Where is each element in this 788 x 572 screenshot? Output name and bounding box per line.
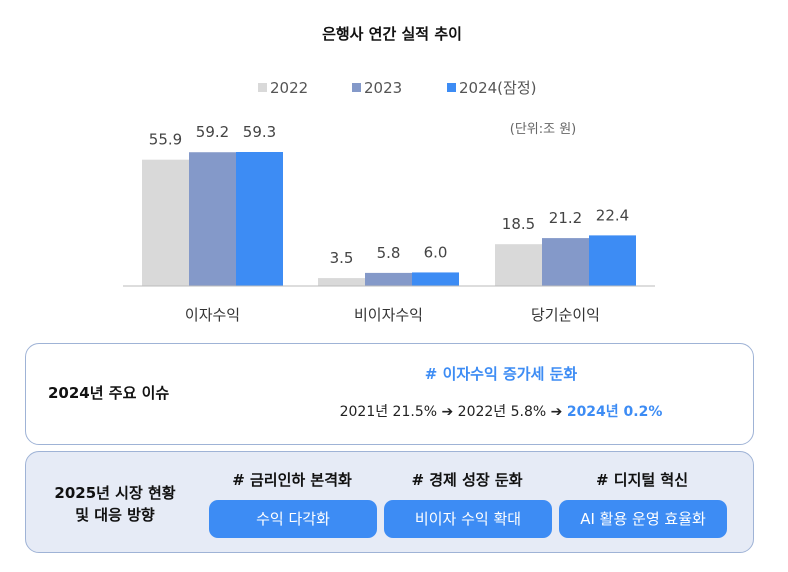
value-label-2023-cat0: 59.2	[196, 123, 229, 141]
legend-label-2024: 2024(잠정)	[459, 79, 536, 97]
direction-button-diversify[interactable]: 수익 다각화	[209, 500, 377, 538]
outlook-panel: 2025년 시장 현황 및 대응 방향 # 금리인하 본격화 수익 다각화 # …	[25, 451, 754, 553]
outlook-heading: 2025년 시장 현황 및 대응 방향	[40, 482, 190, 526]
value-label-2022-cat0: 55.9	[149, 131, 182, 149]
value-label-2024-cat2: 22.4	[596, 206, 629, 224]
legend-swatch-2024	[447, 83, 456, 92]
bar-group: 55.9 3.5 18.5 59.2 5.8 21.2 59.3 6.0 22.4	[142, 123, 636, 286]
legend-swatch-2023	[352, 83, 361, 92]
issue-trend-highlight: 2024년 0.2%	[566, 404, 663, 420]
direction-button-non-interest[interactable]: 비이자 수익 확대	[384, 500, 552, 538]
outlook-heading-line2: 및 대응 방향	[75, 506, 155, 524]
chart-title: 은행사 연간 실적 추이	[322, 25, 462, 43]
bar-2024-cat2	[589, 235, 636, 286]
bar-2023-cat2	[542, 238, 589, 286]
value-label-2024-cat0: 59.3	[243, 123, 276, 141]
bar-2024-cat1	[412, 272, 459, 286]
category-label-1: 비이자수익	[354, 306, 423, 324]
legend-label-2023: 2023	[364, 79, 402, 97]
value-label-2024-cat1: 6.0	[424, 243, 448, 261]
value-label-2022-cat1: 3.5	[330, 249, 354, 267]
bar-chart: 은행사 연간 실적 추이 2022 2023 2024(잠정) (단위:조 원) 5…	[123, 25, 655, 324]
issue-tag: # 이자수익 증가세 둔화	[424, 365, 578, 383]
bar-2023-cat1	[365, 272, 412, 286]
bar-2024-cat0	[236, 152, 283, 286]
chart-legend: 2022 2023 2024(잠정)	[258, 79, 536, 97]
value-label-2023-cat2: 21.2	[549, 209, 582, 227]
value-label-2022-cat2: 18.5	[502, 215, 535, 233]
value-label-2023-cat1: 5.8	[377, 244, 401, 262]
bar-2022-cat1	[318, 278, 365, 286]
outlook-heading-line1: 2025년 시장 현황	[54, 484, 176, 502]
legend-label-2022: 2022	[270, 79, 308, 97]
legend-swatch-2022	[258, 83, 267, 92]
issue-heading: 2024년 주요 이슈	[48, 384, 170, 402]
issue-trend-text: 2021년 21.5% ➔ 2022년 5.8% ➔	[339, 404, 567, 420]
direction-button-ai-efficiency[interactable]: AI 활용 운영 효율화	[559, 500, 727, 538]
direction-tag-digital: # 디지털 혁신	[595, 471, 688, 489]
category-label-0: 이자수익	[185, 306, 240, 324]
bar-2023-cat0	[189, 152, 236, 286]
issue-panel: 2024년 주요 이슈 # 이자수익 증가세 둔화 2021년 21.5% ➔ …	[25, 343, 754, 445]
category-labels: 이자수익 비이자수익 당기순이익	[185, 306, 600, 324]
bar-2022-cat2	[495, 244, 542, 286]
category-label-2: 당기순이익	[531, 306, 600, 324]
bar-2022-cat0	[142, 159, 189, 286]
unit-label: (단위:조 원)	[510, 122, 577, 137]
direction-tag-rate-cut: # 금리인하 본격화	[232, 471, 352, 489]
issue-trend: 2021년 21.5% ➔ 2022년 5.8% ➔ 2024년 0.2%	[266, 401, 736, 421]
direction-tag-slowdown: # 경제 성장 둔화	[411, 471, 523, 489]
